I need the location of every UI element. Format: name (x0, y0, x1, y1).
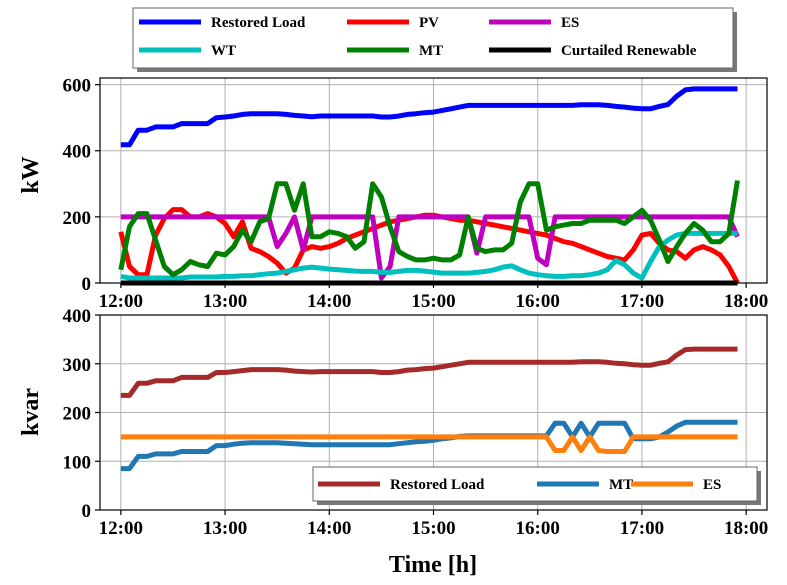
legend-label: ES (561, 15, 579, 31)
legend-label: MT (419, 43, 443, 59)
legend-label: Curtailed Renewable (561, 43, 697, 59)
legend-item-restored-load: Restored Load (318, 477, 485, 493)
x-tick-label: 14:00 (307, 291, 351, 312)
series-line-restored-load (120, 346, 738, 398)
x-tick-label: 12:00 (99, 518, 143, 539)
legend-label: WT (211, 43, 236, 59)
legend-item-restored-load: Restored Load (139, 15, 306, 31)
y-tick-label: 0 (82, 501, 92, 522)
series-line-mt (118, 180, 740, 278)
y-tick-label: 0 (82, 274, 92, 295)
y-tick-label: 200 (63, 404, 92, 425)
x-tick-label: 18:00 (724, 518, 768, 539)
legend-item-pv: PV (347, 15, 439, 31)
x-tick-label: 15:00 (411, 518, 455, 539)
legend-item-mt: MT (347, 43, 443, 59)
series-line-es (120, 434, 738, 454)
y-axis-title-bottom: kvar (18, 388, 44, 436)
x-tick-label: 17:00 (620, 291, 664, 312)
legend-label: PV (419, 15, 439, 31)
legend-label: ES (703, 477, 721, 493)
legend-label: Restored Load (211, 15, 306, 31)
y-tick-label: 300 (63, 355, 92, 376)
x-tick-label: 14:00 (307, 518, 351, 539)
y-tick-label: 200 (63, 208, 92, 229)
legend-box (132, 7, 734, 69)
x-tick-label: 15:00 (411, 291, 455, 312)
legend-item-mt: MT (537, 477, 633, 493)
bottom-panel-reactive-power: 12:00 13:00 14:00 15:00 16:00 17:00 18:00 0 100 2… (63, 306, 769, 539)
legend-item-curtailed-renewable: Curtailed Renewable (489, 43, 697, 59)
x-axis-title: Time [h] (389, 552, 477, 578)
legend: Restored Load MT ES (312, 466, 761, 505)
y-tick-label: 400 (63, 142, 92, 163)
x-tick-label: 13:00 (203, 518, 247, 539)
legend-label: MT (609, 477, 633, 493)
x-tick-label: 17:00 (620, 518, 664, 539)
series-line-restored-load (120, 86, 738, 148)
y-tick-label: 100 (63, 452, 92, 473)
x-tick-label: 16:00 (516, 518, 560, 539)
legend-item-es: ES (631, 477, 721, 493)
x-tick-label: 18:00 (724, 291, 768, 312)
legend-item-wt: WT (139, 43, 236, 59)
y-axis-title-top: kW (18, 156, 44, 193)
series-line-wt (120, 230, 738, 281)
legend: Restored Load PV ES WT MT Curtailed Renewable (132, 7, 737, 72)
x-tick-label: 16:00 (516, 291, 560, 312)
y-tick-label: 400 (63, 306, 92, 327)
legend-item-es: ES (489, 15, 579, 31)
x-tick-label: 13:00 (203, 291, 247, 312)
legend-label: Restored Load (390, 477, 485, 493)
top-panel-power: 12:00 13:00 14:00 15:00 16:00 17:00 18:00 0 200 4… (63, 7, 768, 312)
y-tick-label: 600 (63, 76, 92, 97)
x-tick-label: 12:00 (99, 291, 143, 312)
